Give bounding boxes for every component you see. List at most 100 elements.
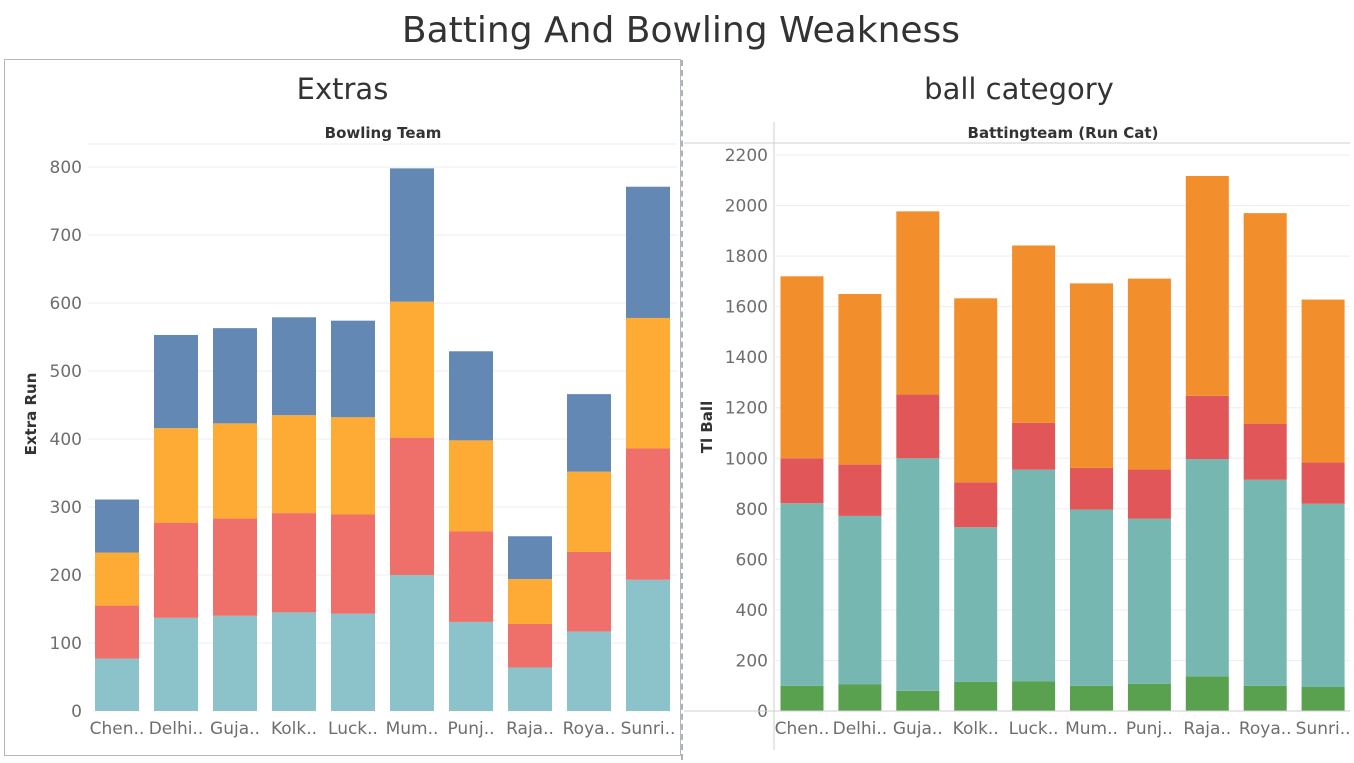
bar-segment <box>954 298 998 483</box>
y-tick-label: 100 <box>50 634 82 654</box>
bar-segment <box>331 417 375 515</box>
x-category-label: Luck.. <box>1009 719 1059 739</box>
bar-segment <box>1012 422 1056 470</box>
bar-segment <box>567 551 611 632</box>
bar-segment <box>780 685 824 711</box>
x-category-label: Sunri.. <box>1296 719 1351 739</box>
x-category-label: Raja.. <box>1183 719 1231 739</box>
y-tick-label: 300 <box>50 498 82 518</box>
bar-segment <box>213 328 257 424</box>
bar-segment <box>1301 299 1345 463</box>
y-tick-label: 1600 <box>725 298 768 318</box>
x-category-label: Kolk.. <box>271 719 317 739</box>
dashboard-title: Batting And Bowling Weakness <box>401 10 961 51</box>
bar-segment <box>954 527 998 682</box>
x-category-label: Roya.. <box>563 719 616 739</box>
bar-segment <box>213 518 257 616</box>
x-category-label: Guja.. <box>210 719 260 739</box>
y-tick-label: 1400 <box>725 348 768 368</box>
bar-segment <box>896 458 940 691</box>
extras-chart-title: Extras <box>296 72 389 106</box>
bar-segment <box>449 621 493 711</box>
bar-segment <box>1185 676 1229 711</box>
bar-segment <box>1185 459 1229 677</box>
y-tick-label: 0 <box>71 702 82 722</box>
bar-segment <box>508 579 552 624</box>
bar-segment <box>626 186 670 318</box>
x-category-label: Delhi.. <box>149 719 204 739</box>
bar-segment <box>390 437 434 575</box>
bar-segment <box>567 471 611 552</box>
bar-segment <box>567 394 611 472</box>
bar-segment <box>1301 686 1345 711</box>
bar-segment <box>154 334 198 429</box>
y-tick-label: 600 <box>736 550 768 570</box>
bar-segment <box>1012 469 1056 682</box>
bar-segment <box>780 458 824 504</box>
bar-segment <box>508 667 552 711</box>
bar-segment <box>154 522 198 618</box>
bar-segment <box>390 301 434 438</box>
bar-segment <box>896 394 940 459</box>
bar-segment <box>272 513 316 613</box>
bar-segment <box>567 631 611 711</box>
bar-segment <box>1070 509 1113 686</box>
bar-segment <box>838 684 882 711</box>
y-tick-label: 800 <box>50 158 82 178</box>
bar-segment <box>213 615 257 711</box>
y-tick-label: 1000 <box>725 449 768 469</box>
x-category-label: Mum.. <box>1065 719 1118 739</box>
ball-category-header: Battingteam (Run Cat) <box>968 124 1159 142</box>
bar-segment <box>954 482 998 528</box>
y-tick-label: 800 <box>736 500 768 520</box>
bar-segment <box>95 605 139 659</box>
bar-segment <box>390 168 434 302</box>
bar-segment <box>95 499 139 553</box>
bar-segment <box>1185 395 1229 460</box>
bar-segment <box>626 317 670 449</box>
bar-segment <box>1127 278 1171 470</box>
extras-y-axis-title: Extra Run <box>22 373 40 456</box>
y-tick-label: 1200 <box>725 399 768 419</box>
bar-segment <box>331 514 375 614</box>
bar-segment <box>1127 518 1171 684</box>
bar-segment <box>272 612 316 711</box>
extras-header: Bowling Team <box>325 124 442 142</box>
panel-divider <box>681 60 683 760</box>
bar-segment <box>508 536 552 580</box>
bar-segment <box>1243 685 1287 711</box>
bar-segment <box>1012 245 1056 423</box>
y-tick-label: 400 <box>50 430 82 450</box>
y-tick-label: 400 <box>736 601 768 621</box>
bar-segment <box>213 423 257 519</box>
bar-segment <box>896 690 940 711</box>
y-tick-label: 200 <box>736 651 768 671</box>
bar-segment <box>449 440 493 532</box>
bar-segment <box>449 531 493 622</box>
bar-segment <box>272 415 316 514</box>
bar-segment <box>1243 423 1287 480</box>
bar-segment <box>331 613 375 711</box>
bar-segment <box>838 464 882 516</box>
bar-segment <box>626 448 670 580</box>
y-tick-label: 2000 <box>725 197 768 217</box>
x-category-label: Raja.. <box>506 719 554 739</box>
bar-segment <box>1070 467 1113 510</box>
bar-segment <box>449 351 493 441</box>
bar-segment <box>1127 683 1171 711</box>
ball-category-chart-title: ball category <box>924 72 1114 106</box>
y-tick-label: 700 <box>50 226 82 246</box>
x-category-label: Punj.. <box>447 719 494 739</box>
x-category-label: Kolk.. <box>953 719 999 739</box>
extras-panel-frame <box>4 59 681 756</box>
bar-segment <box>1301 462 1345 504</box>
x-category-label: Luck.. <box>328 719 378 739</box>
x-category-label: Delhi.. <box>833 719 888 739</box>
x-category-label: Guja.. <box>893 719 943 739</box>
bar-segment <box>390 575 434 711</box>
bar-segment <box>838 515 882 685</box>
bar-segment <box>954 681 998 711</box>
bar-segment <box>1243 479 1287 686</box>
y-tick-label: 200 <box>50 566 82 586</box>
